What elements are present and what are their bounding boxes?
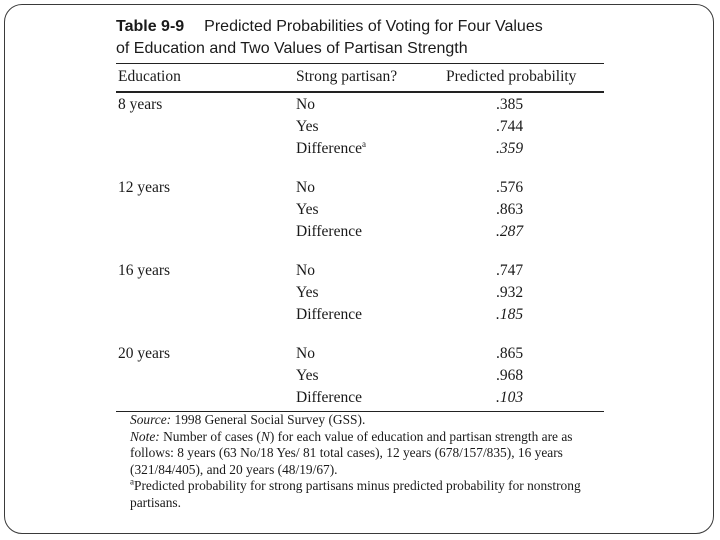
footnote-text: Predicted probability for strong partisa… [130,478,581,510]
title-line-1: Table 9-9 Predicted Probabilities of Voti… [116,16,543,38]
footnote-ref: a [361,138,366,149]
table-header-rule [116,91,604,93]
table-number: Table 9-9 [116,18,185,35]
partisan-label: Yes [296,367,319,384]
partisan-label: No [296,262,315,279]
probability-cell: .103 [496,389,524,406]
probability-cell: .576 [496,179,524,196]
header-strong-partisan: Strong partisan? [296,68,398,85]
partisan-label: Yes [296,118,319,135]
partisan-cell: Difference [296,223,362,241]
cases-note: Note: Number of cases (N) for each value… [116,429,606,479]
partisan-cell: Yes [296,201,319,219]
probability-cell: .863 [496,201,524,218]
partisan-label: Difference [296,223,362,240]
probability-cell: .185 [496,306,524,323]
education-cell: 12 years [118,179,171,196]
probability-cell: .385 [496,96,524,113]
partisan-label: Difference [296,306,362,323]
partisan-cell: Difference [296,389,362,407]
source-note: Source: 1998 General Social Survey (GSS)… [116,412,606,429]
partisan-cell: Yes [296,284,319,302]
partisan-label: Yes [296,284,319,301]
probability-cell: .744 [496,118,524,135]
probability-cell: .287 [496,223,524,240]
table-notes: Source: 1998 General Social Survey (GSS)… [116,412,606,512]
table-top-rule [116,63,604,64]
note-n: N [260,428,270,444]
partisan-label: No [296,179,315,196]
table-title: Table 9-9 Predicted Probabilities of Voti… [116,16,543,60]
probability-cell: .359 [496,140,524,157]
title-line-2: of Education and Two Values of Partisan … [116,40,468,57]
partisan-label: No [296,345,315,362]
partisan-cell: Yes [296,367,319,385]
partisan-label: Difference [296,389,362,406]
probability-cell: .747 [496,262,524,279]
partisan-cell: Differencea [296,138,366,158]
partisan-cell: No [296,262,315,280]
partisan-label: Difference [296,140,362,157]
education-cell: 20 years [118,345,171,362]
table-bottom-rule [116,411,604,412]
partisan-cell: No [296,179,315,197]
footnote-mark: a [130,476,134,487]
source-text: 1998 General Social Survey (GSS). [171,412,366,427]
probability-cell: .865 [496,345,524,362]
source-label: Source: [130,412,172,427]
partisan-cell: Difference [296,306,362,324]
header-predicted-probability: Predicted probability [446,68,577,85]
partisan-cell: No [296,345,315,363]
note-label: Note: [130,428,160,444]
note-text-pre: Number of cases ( [159,428,261,444]
partisan-label: No [296,96,315,113]
note-text-post: ) for each value of education and partis… [130,428,573,477]
probability-cell: .932 [496,284,524,301]
partisan-cell: Yes [296,118,319,136]
header-education: Education [118,68,181,85]
education-cell: 8 years [118,96,163,113]
partisan-cell: No [296,96,315,114]
partisan-label: Yes [296,201,319,218]
title-text-1: Predicted Probabilities of Voting for Fo… [204,18,543,35]
education-cell: 16 years [118,262,171,279]
footnote-a: aPredicted probability for strong partis… [116,476,606,511]
probability-cell: .968 [496,367,524,384]
